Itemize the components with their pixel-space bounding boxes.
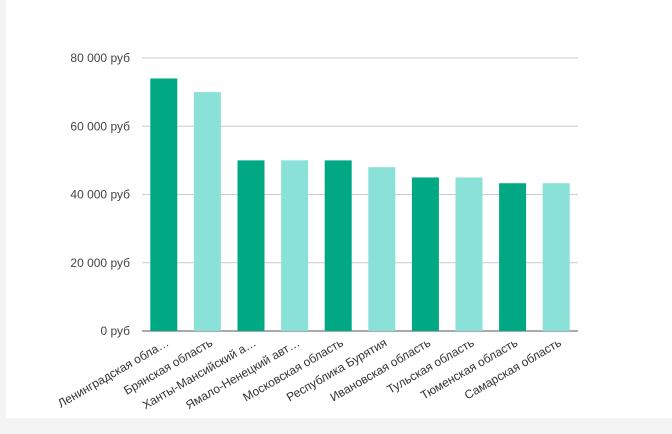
bar[interactable]: [150, 78, 178, 331]
bar[interactable]: [368, 167, 396, 331]
y-tick-label: 60 000 руб: [70, 119, 130, 133]
y-tick-label: 0 руб: [100, 324, 130, 338]
x-axis-labels: Ленинградская обла…Брянская областьХанты…: [55, 335, 563, 412]
bar[interactable]: [542, 183, 570, 331]
bar[interactable]: [237, 160, 265, 331]
bar[interactable]: [499, 183, 527, 331]
bars: [150, 78, 570, 331]
bar[interactable]: [281, 160, 309, 331]
y-tick-label: 40 000 руб: [70, 188, 130, 202]
bar[interactable]: [193, 92, 221, 331]
y-axis-ticks: 0 руб 20 000 руб 40 000 руб 60 000 руб 80 00…: [70, 51, 130, 338]
bar[interactable]: [455, 177, 483, 331]
y-tick-label: 20 000 руб: [70, 256, 130, 270]
bar[interactable]: [324, 160, 352, 331]
y-tick-label: 80 000 руб: [70, 51, 130, 65]
bar[interactable]: [411, 177, 439, 331]
